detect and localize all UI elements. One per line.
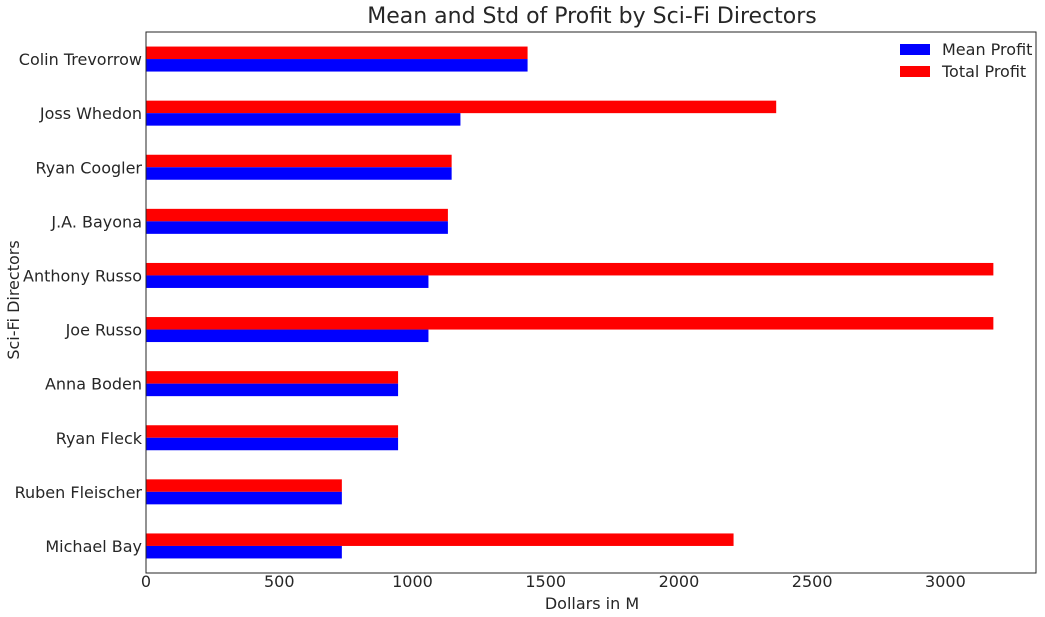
y-tick-label: J.A. Bayona	[50, 212, 142, 231]
bars-layer	[146, 46, 994, 559]
y-tick-label: Ryan Fleck	[56, 429, 143, 448]
x-tick-label: 1500	[525, 572, 566, 591]
x-tick-label: 3000	[925, 572, 966, 591]
bar-mean-profit	[146, 221, 448, 234]
y-tick-label: Anthony Russo	[23, 266, 142, 285]
x-tick-label: 2000	[659, 572, 700, 591]
x-tick-label: 2500	[792, 572, 833, 591]
bar-total-profit	[146, 317, 994, 330]
legend-swatch	[900, 66, 930, 77]
bar-total-profit	[146, 100, 777, 114]
x-tick-label: 1000	[392, 572, 433, 591]
bar-mean-profit	[146, 491, 342, 505]
bar-mean-profit	[146, 329, 429, 343]
bar-total-profit	[146, 479, 342, 492]
bar-mean-profit	[146, 113, 461, 126]
legend-label: Mean Profit	[942, 40, 1032, 59]
x-tick-label: 500	[264, 572, 295, 591]
bar-total-profit	[146, 46, 528, 60]
bar-mean-profit	[146, 59, 528, 72]
y-axis-label: Sci-Fi Directors	[4, 240, 23, 359]
legend: Mean Profit Total Profit	[900, 40, 1032, 81]
bar-total-profit	[146, 262, 994, 276]
bar-mean-profit	[146, 167, 452, 180]
x-tick-label: 0	[141, 572, 151, 591]
y-tick-label: Joe Russo	[65, 321, 142, 340]
y-tick-label: Anna Boden	[45, 375, 142, 394]
bar-total-profit	[146, 154, 452, 168]
bar-total-profit	[146, 425, 399, 438]
bar-mean-profit	[146, 545, 342, 559]
bar-mean-profit	[146, 275, 429, 288]
x-tick-labels: 0 500 1000 1500 2000 2500 3000	[141, 572, 966, 591]
bar-total-profit	[146, 371, 399, 384]
bar-total-profit	[146, 533, 734, 546]
legend-swatch	[900, 44, 930, 55]
bar-total-profit	[146, 208, 448, 222]
bar-mean-profit	[146, 437, 399, 451]
y-tick-label: Ruben Fleischer	[15, 483, 143, 502]
chart-title: Mean and Std of Profit by Sci-Fi Directo…	[367, 4, 817, 29]
y-tick-label: Joss Whedon	[39, 104, 142, 123]
legend-label: Total Profit	[941, 62, 1026, 81]
y-tick-label: Ryan Coogler	[35, 158, 142, 177]
y-tick-label: Colin Trevorrow	[19, 50, 142, 69]
bar-mean-profit	[146, 383, 399, 397]
x-axis-label: Dollars in M	[545, 594, 639, 613]
plot-frame	[145, 31, 1037, 574]
y-tick-labels: Colin Trevorrow Joss Whedon Ryan Coogler J.…	[15, 50, 143, 556]
y-tick-label: Michael Bay	[45, 537, 142, 556]
